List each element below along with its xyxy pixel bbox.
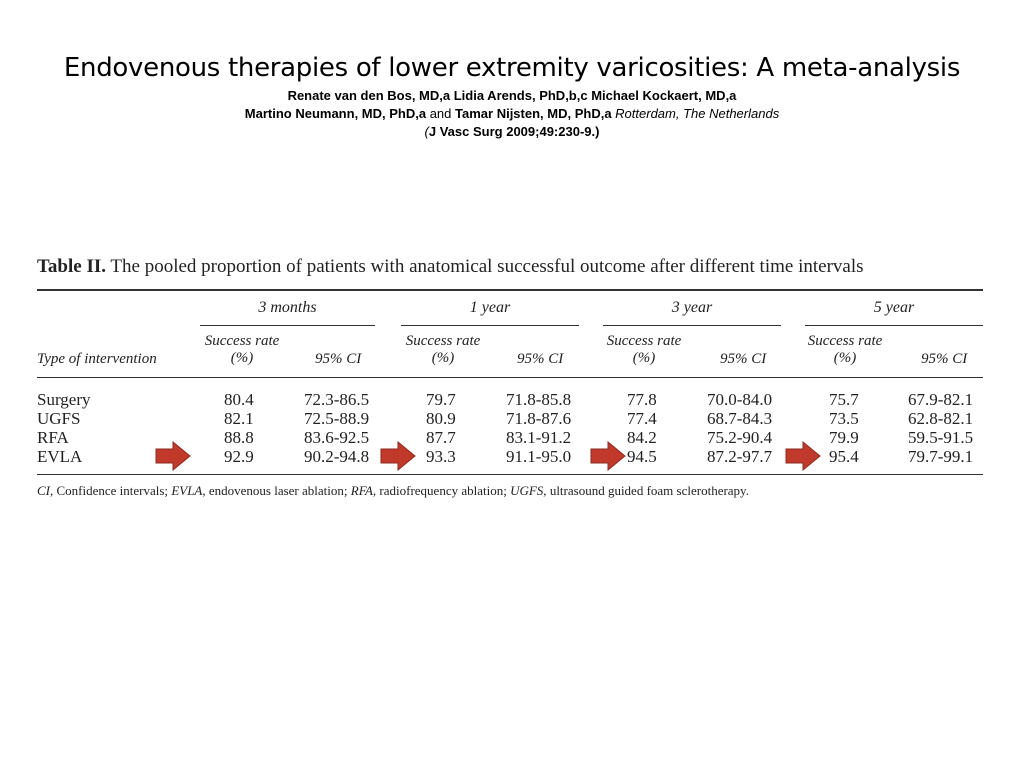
group-underline: [200, 325, 375, 326]
table-row: UGFS 82.1 72.5-88.9 80.9 71.8-87.6 77.4 …: [37, 409, 983, 428]
success-header-line-1: Success rate: [807, 333, 883, 349]
cell-value: 71.8-85.8: [506, 390, 572, 409]
success-header-line-1: Success rate: [606, 333, 682, 349]
table-header-rule: [37, 377, 983, 378]
right-arrow-icon: [785, 441, 821, 471]
author-nijsten: Tamar Nijsten, MD, PhD,a: [455, 106, 612, 121]
group-3-months: 3 months: [258, 299, 317, 316]
cell-value: 73.5: [829, 409, 859, 428]
and-word: and: [429, 106, 452, 121]
cell-value: 79.7-99.1: [908, 447, 974, 466]
cell-value: 71.8-87.6: [506, 409, 572, 428]
cell-value: 95.4: [829, 447, 859, 466]
cell-value: 93.3: [426, 447, 456, 466]
ci-header: 95% CI: [720, 351, 767, 367]
cell-value: 75.7: [829, 390, 859, 409]
cell-value: 70.0-84.0: [707, 390, 773, 409]
cell-value: 68.7-84.3: [707, 409, 773, 428]
cell-value: 67.9-82.1: [908, 390, 974, 409]
fn-rfa-abbr: RFA,: [350, 483, 377, 498]
cell-value: 87.2-97.7: [707, 447, 773, 466]
success-header: Success rate (%): [805, 333, 885, 367]
authors-line-2: Martino Neumann, MD, PhD,a and Tamar Nij…: [0, 106, 1024, 122]
fn-ci-abbr: CI,: [37, 483, 54, 498]
citation: J Vasc Surg 2009;49:230-9.): [428, 124, 600, 139]
cell-value: 92.9: [224, 447, 254, 466]
row-type: EVLA: [37, 447, 83, 466]
cell-value: 75.2-90.4: [707, 428, 773, 447]
cell-value: 72.5-88.9: [304, 409, 370, 428]
fn-ci-text: Confidence intervals;: [56, 483, 169, 498]
success-header-line-1: Success rate: [204, 333, 280, 349]
cell-value: 77.4: [627, 409, 657, 428]
citation-line: (J Vasc Surg 2009;49:230-9.): [0, 124, 1024, 140]
fn-ugfs-text: ultrasound guided foam sclerotherapy.: [549, 483, 749, 498]
cell-value: 94.5: [627, 447, 657, 466]
row-type: Surgery: [37, 390, 91, 409]
right-arrow-icon: [380, 441, 416, 471]
row-type: UGFS: [37, 409, 81, 428]
group-5-year: 5 year: [873, 299, 915, 316]
group-3-year: 3 year: [671, 299, 713, 316]
table-body: Surgery 80.4 72.3-86.5 79.7 71.8-85.8 77…: [37, 378, 983, 474]
table-row-evla: EVLA 92.9 90.2-94.8 93.3 91.1-95.0 94.5 …: [37, 441, 983, 471]
right-arrow-icon: [155, 441, 191, 471]
table-top-rule: [37, 289, 983, 291]
author-neumann: Martino Neumann, MD, PhD,a: [244, 106, 427, 121]
group-underline: [401, 325, 579, 326]
authors-line-1: Renate van den Bos, MD,a Lidia Arends, P…: [287, 88, 737, 103]
table-footnote: CI, Confidence intervals; EVLA, endoveno…: [37, 483, 983, 499]
fn-ugfs-abbr: UGFS,: [510, 483, 547, 498]
table-bottom-rule: [37, 474, 983, 475]
results-table: Table II. The pooled proportion of patie…: [37, 255, 983, 499]
ci-header: 95% CI: [921, 351, 968, 367]
row-type: RFA: [37, 428, 69, 447]
success-header: Success rate (%): [604, 333, 684, 367]
cell-value: 62.8-82.1: [908, 409, 974, 428]
cell-value: 82.1: [224, 409, 254, 428]
table-row: RFA 88.8 83.6-92.5 87.7 83.1-91.2 84.2 7…: [37, 428, 983, 447]
cell-value: 90.2-94.8: [304, 447, 370, 466]
location: Rotterdam, The Netherlands: [615, 106, 780, 121]
cell-value: 83.6-92.5: [304, 428, 370, 447]
group-header-row: 3 months 1 year 3 year 5 year: [37, 291, 983, 327]
cell-value: 59.5-91.5: [908, 428, 974, 447]
slide-title: Endovenous therapies of lower extremity …: [63, 53, 961, 83]
table-row: Surgery 80.4 72.3-86.5 79.7 71.8-85.8 77…: [37, 390, 983, 409]
table-caption-text: The pooled proportion of patients with a…: [110, 256, 864, 277]
cell-value: 80.9: [426, 409, 456, 428]
ci-header: 95% CI: [517, 351, 564, 367]
cell-value: 72.3-86.5: [304, 390, 370, 409]
right-arrow-icon: [590, 441, 626, 471]
cell-value: 80.4: [224, 390, 254, 409]
ci-header: 95% CI: [315, 351, 362, 367]
success-header-line-2: (%): [632, 350, 656, 366]
success-header-line-2: (%): [833, 350, 857, 366]
success-header-line-2: (%): [431, 350, 455, 366]
success-header-line-1: Success rate: [405, 333, 481, 349]
table-caption: Table II. The pooled proportion of patie…: [37, 255, 983, 283]
cell-value: 91.1-95.0: [506, 447, 572, 466]
cell-value: 77.8: [627, 390, 657, 409]
cell-value: 84.2: [627, 428, 657, 447]
cell-value: 79.9: [829, 428, 859, 447]
citation-paren: (: [424, 124, 429, 139]
table-label: Table II.: [37, 256, 106, 277]
row-header-type: Type of intervention: [37, 351, 157, 367]
success-header: Success rate (%): [403, 333, 483, 367]
column-header-row: Type of intervention Success rate (%) 95…: [37, 327, 983, 377]
group-1-year: 1 year: [469, 299, 511, 316]
fn-rfa-text: radiofrequency ablation;: [379, 483, 507, 498]
fn-evla-abbr: EVLA,: [171, 483, 206, 498]
fn-evla-text: endovenous laser ablation;: [208, 483, 348, 498]
group-underline: [805, 325, 983, 326]
cell-value: 87.7: [426, 428, 456, 447]
cell-value: 79.7: [426, 390, 456, 409]
group-underline: [603, 325, 781, 326]
cell-value: 88.8: [224, 428, 254, 447]
success-header: Success rate (%): [202, 333, 282, 367]
cell-value: 83.1-91.2: [506, 428, 572, 447]
success-header-line-2: (%): [230, 350, 254, 366]
